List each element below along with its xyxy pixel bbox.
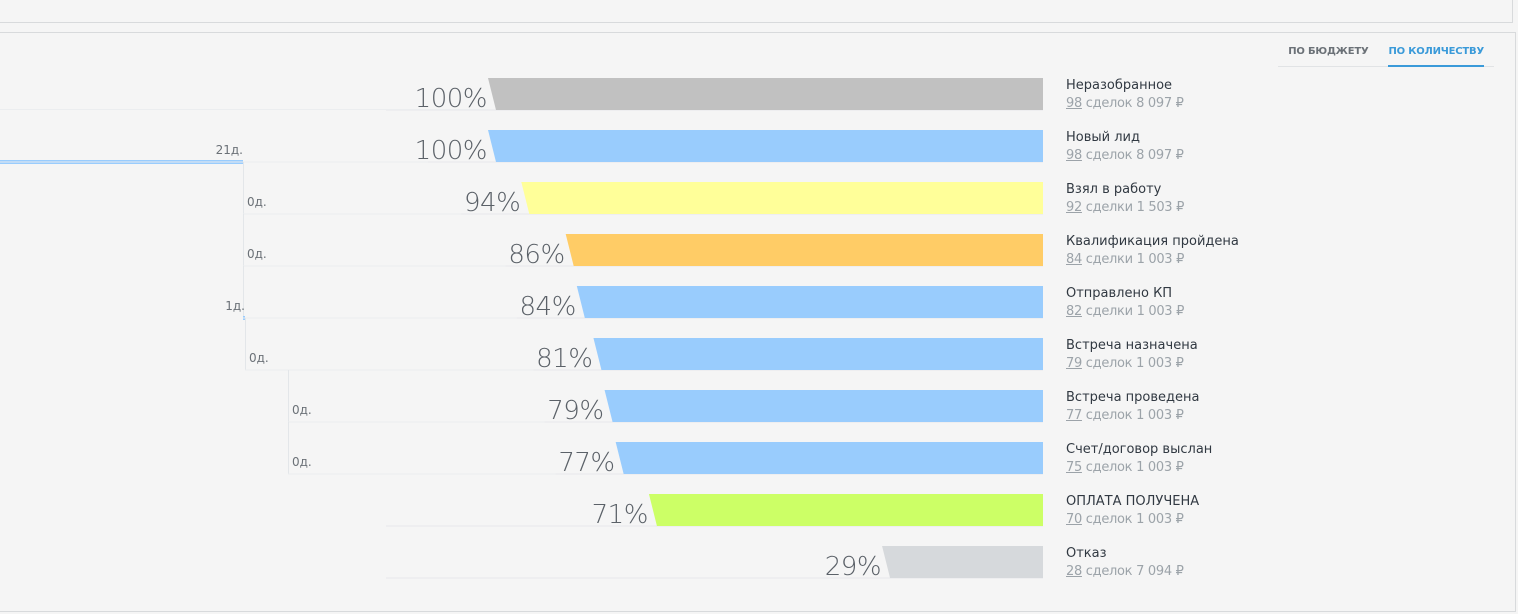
- deal-word: сделок: [1081, 356, 1137, 371]
- deal-word: сделок: [1081, 148, 1137, 163]
- deal-word: сделки: [1081, 304, 1137, 319]
- deal-word: сделки: [1081, 200, 1137, 215]
- stage-name: Счет/договор выслан: [1066, 442, 1213, 457]
- deal-word: сделок: [1081, 96, 1137, 111]
- stage-name: Взял в работу: [1066, 182, 1162, 197]
- stage-summary: 70 сделок 1 003 ₽: [1066, 512, 1184, 527]
- stage-name: Новый лид: [1066, 130, 1140, 145]
- deal-count-link[interactable]: 28: [1066, 564, 1082, 579]
- deal-count-link[interactable]: 70: [1066, 512, 1082, 527]
- stage-summary: 98 сделок 8 097 ₽: [1066, 148, 1184, 163]
- deal-count-link[interactable]: 82: [1066, 304, 1082, 319]
- percent-label: 81%: [536, 344, 592, 374]
- percent-label: 100%: [415, 136, 487, 166]
- percent-label: 84%: [520, 292, 576, 322]
- stage-summary: 79 сделок 1 003 ₽: [1066, 356, 1184, 371]
- deal-word: сделки: [1081, 252, 1137, 267]
- stage-name: Квалификация пройдена: [1066, 234, 1239, 249]
- deal-amount: 1 003 ₽: [1136, 252, 1185, 267]
- deal-count-link[interactable]: 84: [1066, 252, 1082, 267]
- percent-label: 86%: [508, 240, 564, 270]
- stage-name: Встреча проведена: [1066, 390, 1200, 405]
- stage-summary: 82 сделки 1 003 ₽: [1066, 304, 1184, 319]
- tab-by-budget[interactable]: ПО БЮДЖЕТУ: [1288, 46, 1369, 57]
- deal-count-link[interactable]: 77: [1066, 408, 1082, 423]
- funnel-bar: [882, 546, 1043, 578]
- deal-word: сделок: [1081, 408, 1137, 423]
- duration-label: 0д.: [247, 195, 267, 209]
- percent-label: 29%: [825, 552, 881, 582]
- deal-amount: 1 003 ₽: [1136, 512, 1184, 527]
- deal-count-link[interactable]: 98: [1066, 96, 1082, 111]
- deal-word: сделок: [1081, 564, 1137, 579]
- deal-count-link[interactable]: 79: [1066, 356, 1082, 371]
- duration-label: 0д.: [247, 247, 267, 261]
- deal-amount: 1 003 ₽: [1136, 460, 1184, 475]
- percent-label: 94%: [464, 188, 520, 218]
- deal-amount: 8 097 ₽: [1136, 96, 1184, 111]
- tab-by-count[interactable]: ПО КОЛИЧЕСТВУ: [1388, 46, 1484, 67]
- stage-summary: 75 сделок 1 003 ₽: [1066, 460, 1184, 475]
- duration-label: 21д.: [216, 143, 243, 157]
- percent-label: 77%: [558, 448, 614, 478]
- funnel-bar: [576, 286, 1043, 318]
- duration-label: 1д.: [225, 299, 245, 313]
- stage-name: Неразобранное: [1066, 78, 1173, 93]
- deal-word: сделок: [1081, 512, 1137, 527]
- deal-amount: 1 003 ₽: [1136, 408, 1184, 423]
- view-tabs: ПО БЮДЖЕТУ ПО КОЛИЧЕСТВУ: [1278, 46, 1494, 67]
- deal-amount: 8 097 ₽: [1136, 148, 1184, 163]
- stage-name: Встреча назначена: [1066, 338, 1198, 353]
- funnel-bar: [521, 182, 1043, 214]
- deal-count-link[interactable]: 98: [1066, 148, 1082, 163]
- deal-count-link[interactable]: 92: [1066, 200, 1082, 215]
- top-panel: [0, 0, 1513, 23]
- funnel-bar: [593, 338, 1043, 370]
- stage-summary: 92 сделки 1 503 ₽: [1066, 200, 1184, 215]
- stage-summary: 28 сделок 7 094 ₽: [1066, 564, 1184, 579]
- duration-label: 0д.: [292, 455, 312, 469]
- funnel-bar: [648, 494, 1043, 526]
- stage-summary: 84 сделки 1 003 ₽: [1066, 252, 1184, 267]
- deal-word: сделок: [1081, 460, 1137, 475]
- duration-label: 0д.: [249, 351, 269, 365]
- deal-amount: 1 003 ₽: [1136, 356, 1184, 371]
- stage-name: Отказ: [1066, 546, 1107, 561]
- stage-summary: 98 сделок 8 097 ₽: [1066, 96, 1184, 111]
- deal-amount: 1 503 ₽: [1136, 200, 1185, 215]
- deal-amount: 7 094 ₽: [1136, 564, 1184, 579]
- funnel-bar: [488, 78, 1043, 110]
- funnel-bar: [604, 390, 1043, 422]
- stage-summary: 77 сделок 1 003 ₽: [1066, 408, 1184, 423]
- funnel-bar: [565, 234, 1043, 266]
- percent-label: 79%: [547, 396, 603, 426]
- stage-name: Отправлено КП: [1066, 286, 1173, 301]
- percent-label: 71%: [592, 500, 648, 530]
- deal-amount: 1 003 ₽: [1136, 304, 1185, 319]
- duration-label: 0д.: [292, 403, 312, 417]
- stage-name: ОПЛАТА ПОЛУЧЕНА: [1066, 494, 1200, 509]
- funnel-bar: [488, 130, 1043, 162]
- funnel-bar: [615, 442, 1043, 474]
- deal-count-link[interactable]: 75: [1066, 460, 1082, 475]
